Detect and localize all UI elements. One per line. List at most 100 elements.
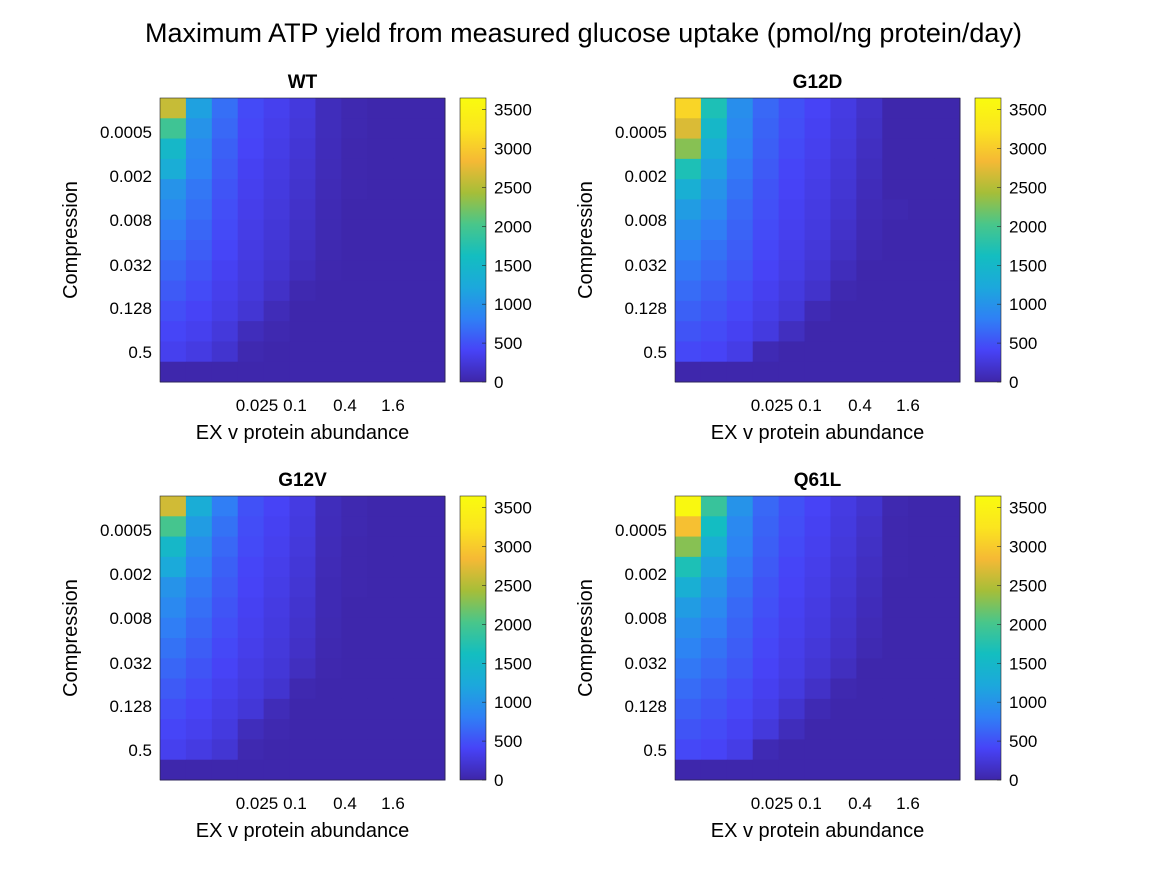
heatmap-cell	[367, 638, 394, 659]
heatmap-cell	[341, 118, 368, 140]
heatmap-cell	[315, 321, 342, 342]
heatmap-cell	[237, 260, 265, 282]
heatmap-cell	[393, 98, 420, 119]
heatmap-cell	[367, 658, 394, 680]
heatmap-cell	[675, 617, 702, 639]
heatmap-cell	[908, 300, 935, 322]
heatmap-cell	[263, 219, 291, 241]
axes-box	[159, 97, 446, 383]
heatmap-cell	[934, 759, 961, 781]
heatmap-cell	[419, 138, 446, 160]
heatmap-cell	[752, 577, 780, 598]
heatmap-cell	[237, 658, 265, 680]
y-tick-label: 0.5	[643, 741, 667, 760]
heatmap-cell	[882, 240, 909, 261]
heatmap-cell	[778, 199, 806, 221]
heatmap-cell	[830, 759, 857, 781]
heatmap-cell	[263, 179, 291, 200]
colorbar	[974, 97, 1002, 383]
heatmap-cell	[237, 240, 265, 261]
heatmap-cell	[211, 516, 239, 538]
heatmap-cell	[237, 199, 265, 221]
heatmap-cell	[908, 496, 935, 517]
y-tick-label: 0.002	[109, 565, 152, 584]
heatmap-cell	[289, 118, 316, 140]
heatmap-cell	[367, 260, 394, 282]
heatmap-cell	[882, 597, 909, 619]
heatmap-cell	[289, 536, 316, 558]
heatmap-cell	[211, 597, 239, 619]
heatmap-cell	[908, 118, 935, 140]
heatmap-cell	[830, 138, 857, 160]
heatmap-cell	[211, 341, 239, 363]
heatmap-cell	[289, 678, 316, 700]
heatmap-cell	[185, 240, 213, 261]
heatmap-cell	[211, 300, 239, 322]
heatmap-cell	[160, 118, 187, 140]
heatmap-cell	[700, 597, 728, 619]
heatmap-cell	[315, 260, 342, 282]
heatmap-cell	[726, 698, 754, 720]
heatmap-cell	[315, 597, 342, 619]
heatmap-cell	[675, 300, 702, 322]
heatmap-cell	[263, 158, 291, 180]
heatmap-cell	[211, 536, 239, 558]
heatmap-cell	[830, 321, 857, 342]
heatmap-cell	[675, 719, 702, 740]
heatmap-cell	[830, 556, 857, 578]
heatmap-cell	[804, 280, 831, 302]
heatmap-cell	[856, 516, 883, 538]
heatmap-cell	[315, 719, 342, 740]
panel-g12v: G12V 0.025 0.1 0.4 1.6 0.0005 0.002 0.008 0.032 0…	[40, 460, 600, 880]
heatmap-cell	[160, 698, 187, 720]
heatmap-cell	[263, 698, 291, 720]
heatmap-cell	[237, 179, 265, 200]
heatmap-cell	[908, 280, 935, 302]
heatmap-cell	[393, 300, 420, 322]
colorbar-tick-label: 0	[494, 771, 503, 790]
heatmap-cell	[700, 199, 728, 221]
heatmap-cell	[289, 556, 316, 578]
heatmap-cell	[778, 638, 806, 659]
heatmap-cell	[185, 597, 213, 619]
heatmap-cell	[830, 516, 857, 538]
heatmap-cell	[882, 321, 909, 342]
heatmap-cell	[804, 617, 831, 639]
heatmap-cell	[185, 321, 213, 342]
heatmap-cell	[263, 118, 291, 140]
heatmap-cell	[367, 158, 394, 180]
heatmap-cell	[778, 341, 806, 363]
heatmap-cell	[752, 678, 780, 700]
heatmap-cell	[908, 759, 935, 781]
heatmap-cell	[367, 597, 394, 619]
heatmap-cell	[804, 118, 831, 140]
heatmap-cell	[752, 638, 780, 659]
heatmap-cell	[341, 698, 368, 720]
x-tick-label: 0.025	[751, 794, 794, 813]
heatmap-cell	[393, 219, 420, 241]
heatmap-cell	[726, 361, 754, 383]
heatmap-cell	[185, 199, 213, 221]
x-tick-label: 1.6	[381, 794, 405, 813]
heatmap-cell	[315, 658, 342, 680]
heatmap-cell	[778, 678, 806, 700]
heatmap-cell	[726, 219, 754, 241]
heatmap-cell	[237, 98, 265, 119]
heatmap-cell	[237, 597, 265, 619]
heatmap-cell	[289, 199, 316, 221]
heatmap-cell	[315, 516, 342, 538]
heatmap-cell	[726, 739, 754, 761]
heatmap-cell	[185, 759, 213, 781]
heatmap-cell	[211, 179, 239, 200]
heatmap-cell	[675, 219, 702, 241]
heatmap-cell	[393, 361, 420, 383]
heatmap-cell	[856, 341, 883, 363]
heatmap-cell	[726, 759, 754, 781]
heatmap-cell	[289, 138, 316, 160]
heatmap-cell	[675, 698, 702, 720]
colorbar-tick-label: 2500	[494, 576, 532, 595]
heatmap-cell	[856, 179, 883, 200]
heatmap-cell	[160, 260, 187, 282]
x-axis-label: EX v protein abundance	[711, 422, 925, 444]
heatmap-cell	[752, 219, 780, 241]
